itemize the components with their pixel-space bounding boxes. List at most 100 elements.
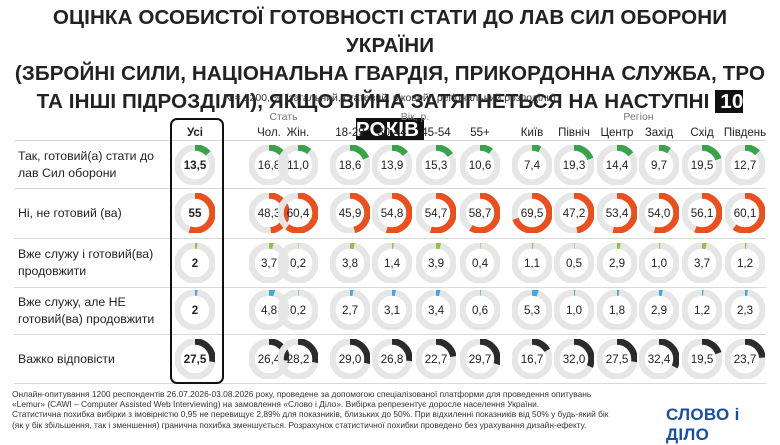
- group-label: Регіон: [623, 111, 654, 123]
- donut-cell: 2: [167, 288, 223, 332]
- donut-cell: 54,7: [408, 191, 464, 235]
- all-column-highlight-box: [170, 118, 224, 384]
- donut: [597, 243, 637, 283]
- column-header: 18-29: [335, 127, 365, 139]
- donut-value-label: 1,0: [650, 256, 668, 270]
- donut-cell: 55: [167, 191, 223, 235]
- donut-cell: 27,5: [167, 337, 223, 381]
- row-label: Вже служу, але НЕ готовий(ва) продовжити: [18, 288, 168, 334]
- donut-cell: 19,5: [674, 143, 730, 187]
- donut: [175, 145, 215, 185]
- donut-value-label: 15,3: [424, 158, 448, 172]
- donut-cell: 1,0: [546, 288, 602, 332]
- donut-cell: 5,3: [504, 288, 560, 332]
- donut-segment: [372, 339, 412, 379]
- donut-segment: [460, 243, 500, 283]
- row-label: Ні, не готовий (ва): [18, 189, 168, 238]
- row-separator: [14, 334, 766, 335]
- donut-value-label: 13,5: [183, 158, 207, 172]
- donut-segment: [175, 243, 215, 283]
- donut: [554, 339, 594, 379]
- donut: [682, 339, 722, 379]
- donut-segment: [416, 193, 456, 233]
- donut-value-label: 4,8: [260, 303, 278, 317]
- donut-cell: 14,4: [589, 143, 645, 187]
- donut-segment: [278, 290, 318, 330]
- donut-segment: [249, 339, 289, 379]
- donut-segment: [372, 193, 412, 233]
- column-header: Жін.: [286, 127, 310, 139]
- donut: [372, 290, 412, 330]
- donut-segment: [512, 243, 552, 283]
- donut: [554, 193, 594, 233]
- donut-segment: [512, 290, 552, 330]
- group-label: Стать: [269, 111, 298, 123]
- donut-segment: [330, 290, 370, 330]
- donut-value-label: 1,4: [383, 256, 401, 270]
- donut-value-label: 29,0: [338, 352, 362, 366]
- donut-value-label: 60,1: [733, 206, 757, 220]
- donut-segment: [416, 339, 456, 379]
- donut-cell: 3,7: [241, 241, 297, 285]
- donut-value-label: 29,7: [468, 352, 492, 366]
- donut-cell: 11,0: [270, 143, 326, 187]
- donut-value-label: 53,4: [605, 206, 629, 220]
- donut-segment: [682, 290, 722, 330]
- donut-cell: 19,5: [674, 337, 730, 381]
- donut: [639, 243, 679, 283]
- donut-cell: 19,3: [546, 143, 602, 187]
- donut-segment: [682, 243, 722, 283]
- donut-segment: [372, 145, 412, 185]
- donut: [249, 290, 289, 330]
- donut-value-label: 0,2: [289, 303, 307, 317]
- donut-segment: [249, 145, 289, 185]
- donut-value-label: 23,7: [733, 352, 757, 366]
- donut-value-label: 1,2: [693, 303, 711, 317]
- donut-value-label: 26,4: [257, 352, 281, 366]
- donut: [725, 290, 765, 330]
- donut: [278, 290, 318, 330]
- donut-cell: 0,4: [452, 241, 508, 285]
- donut-value-label: 10,6: [468, 158, 492, 172]
- donut-segment: [554, 145, 594, 185]
- methodology-footer: Онлайн-опитування 1200 респондентів 26.0…: [12, 389, 632, 430]
- donut-segment: [639, 290, 679, 330]
- donut: [330, 243, 370, 283]
- donut-segment: [330, 193, 370, 233]
- footer-line-2: «Lemur» (CAWI – Computer Assisted Web In…: [12, 399, 540, 410]
- donut-cell: 18,6: [322, 143, 378, 187]
- donut-cell: 60,4: [270, 191, 326, 235]
- title-line-2: (ЗБРОЙНІ СИЛИ, НАЦІОНАЛЬНА ГВАРДІЯ, ПРИК…: [14, 62, 766, 85]
- donut-value-label: 19,5: [690, 352, 714, 366]
- footer-line-3: Статистична похибка вибірки з імовірніст…: [12, 409, 609, 420]
- donut-cell: 1,4: [364, 241, 420, 285]
- donut-value-label: 1,0: [565, 303, 583, 317]
- donut: [725, 243, 765, 283]
- donut-segment: [460, 193, 500, 233]
- chart-subtitle: N = 1200, % (загальний, статевий, вікови…: [224, 92, 556, 104]
- donut: [725, 145, 765, 185]
- donut: [330, 145, 370, 185]
- donut-value-label: 0,4: [471, 256, 489, 270]
- donut: [682, 243, 722, 283]
- donut-value-label: 18,6: [338, 158, 362, 172]
- donut-value-label: 26,8: [380, 352, 404, 366]
- donut-segment: [597, 290, 637, 330]
- donut-segment: [597, 145, 637, 185]
- donut-cell: 2,9: [589, 241, 645, 285]
- donut-cell: 32,4: [631, 337, 687, 381]
- donut-cell: 2,9: [631, 288, 687, 332]
- donut-cell: 16,8: [241, 143, 297, 187]
- donut-cell: 27,5: [589, 337, 645, 381]
- donut-segment: [278, 243, 318, 283]
- donut-value-label: 2,7: [341, 303, 359, 317]
- donut-value-label: 3,7: [693, 256, 711, 270]
- donut-value-label: 19,3: [562, 158, 586, 172]
- donut-cell: 3,8: [322, 241, 378, 285]
- donut: [416, 193, 456, 233]
- donut-cell: 26,8: [364, 337, 420, 381]
- donut-segment: [725, 145, 765, 185]
- column-header: Північ: [558, 127, 590, 139]
- donut: [175, 243, 215, 283]
- donut: [597, 339, 637, 379]
